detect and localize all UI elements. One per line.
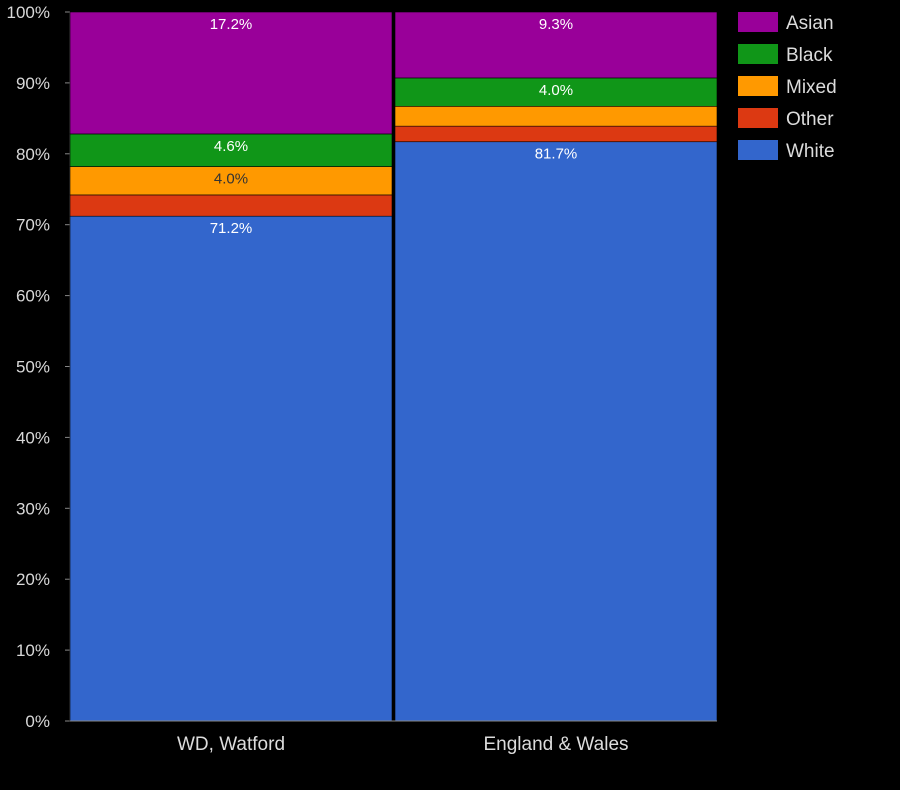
bar-segment-mixed[interactable] [394,105,718,127]
bar-segment-mixed[interactable] [69,166,393,196]
bar-segment-white[interactable] [69,215,393,722]
data-label: 71.2% [210,220,253,237]
data-label: 4.0% [214,171,248,188]
y-tick-label: 0% [25,712,50,731]
bar-segment-black[interactable] [69,133,393,167]
data-label: 17.2% [210,16,253,33]
bar-segment-other[interactable] [394,125,718,143]
legend-swatch-black [738,44,778,64]
data-label: 9.3% [539,16,573,33]
legend-swatch-white [738,140,778,160]
y-tick-label: 30% [16,499,50,518]
legend-label-mixed: Mixed [786,77,837,98]
y-tick-label: 10% [16,641,50,660]
legend-label-black: Black [786,45,833,66]
legend-swatch-mixed [738,76,778,96]
y-tick-label: 50% [16,358,50,377]
legend-swatch-other [738,108,778,128]
legend-label-asian: Asian [786,13,834,34]
y-tick-label: 70% [16,216,50,235]
data-label: 4.0% [539,82,573,99]
y-tick-label: 20% [16,570,50,589]
legend-swatch-asian [738,12,778,32]
bar-segment-asian[interactable] [394,11,718,79]
y-tick-label: 60% [16,287,50,306]
x-category-label: England & Wales [483,734,628,755]
bar-segment-other[interactable] [69,194,393,217]
y-tick-label: 100% [7,3,50,22]
legend-label-other: Other [786,109,834,130]
bar-segment-white[interactable] [394,141,718,722]
x-category-label: WD, Watford [177,734,285,755]
bar-segment-asian[interactable] [69,11,393,135]
data-label: 4.6% [214,138,248,155]
y-tick-label: 40% [16,428,50,447]
data-label: 81.7% [535,146,578,163]
y-tick-label: 90% [16,74,50,93]
y-tick-label: 80% [16,145,50,164]
legend-label-white: White [786,141,835,162]
